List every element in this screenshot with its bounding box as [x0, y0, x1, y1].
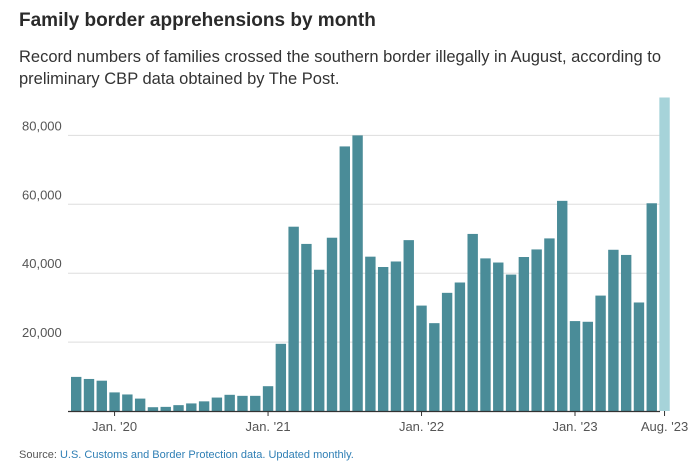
bar: [365, 256, 376, 411]
bar: [314, 269, 325, 411]
bars: [71, 97, 670, 411]
bar: [441, 292, 453, 411]
x-tick-label: Aug. '23: [641, 419, 688, 434]
bar: [198, 401, 210, 411]
bar: [454, 282, 466, 411]
bar: [429, 323, 440, 411]
bar: [531, 249, 542, 411]
bar: [224, 394, 235, 411]
bar: [96, 380, 107, 411]
y-tick-label: 60,000: [22, 187, 62, 202]
x-tick-label: Jan. '22: [399, 419, 444, 434]
bar: [569, 321, 581, 411]
bar: [620, 254, 632, 411]
x-axis-labels: Jan. '20 Jan. '21 Jan. '22 Jan. '23 Aug. '23: [92, 411, 688, 434]
bar: [237, 395, 248, 411]
y-axis-labels: 20,000 40,000 60,000 80,000: [22, 118, 62, 340]
bar: [326, 237, 338, 411]
y-tick-label: 20,000: [22, 325, 62, 340]
bar: [134, 398, 146, 411]
bar: [352, 135, 363, 411]
bar: [390, 261, 402, 411]
bar: [505, 274, 517, 411]
bar: [186, 403, 197, 411]
bar: [122, 394, 133, 411]
bar: [147, 407, 159, 411]
bar: [83, 378, 95, 411]
bar: [557, 200, 568, 411]
source-note: Source: U.S. Customs and Border Protecti…: [19, 449, 354, 461]
bar: [160, 406, 171, 411]
bar: [262, 386, 274, 411]
bar: [659, 97, 670, 411]
bar: [633, 302, 645, 411]
bar: [250, 395, 261, 411]
bar: [646, 203, 657, 411]
bar: [416, 305, 427, 411]
gridlines: [68, 134, 660, 343]
chart-subtitle: Record numbers of families crossed the s…: [19, 48, 662, 88]
bar: [595, 295, 606, 411]
bar: [211, 397, 223, 411]
bar: [518, 257, 530, 411]
bar: [582, 321, 593, 411]
bar: [377, 266, 389, 411]
bar: [467, 233, 478, 411]
bar: [608, 249, 619, 411]
bar: [109, 392, 120, 411]
x-tick-label: Jan. '20: [92, 419, 137, 434]
bar: [339, 146, 350, 411]
chart-title: Family border apprehensions by month: [19, 10, 376, 31]
bar: [301, 243, 312, 411]
bar: [544, 238, 555, 411]
bar: [480, 258, 491, 411]
source-prefix: Source:: [19, 449, 60, 461]
x-tick-label: Jan. '21: [245, 419, 290, 434]
y-tick-label: 80,000: [22, 118, 62, 133]
source-link[interactable]: U.S. Customs and Border Protection data.…: [59, 449, 354, 461]
x-tick-label: Jan. '23: [552, 419, 597, 434]
bar: [288, 226, 299, 411]
bar: [71, 376, 82, 411]
bar: [403, 240, 414, 411]
bar: [493, 262, 504, 411]
y-tick-label: 40,000: [22, 256, 62, 271]
bar: [173, 405, 184, 411]
bar: [275, 343, 287, 411]
